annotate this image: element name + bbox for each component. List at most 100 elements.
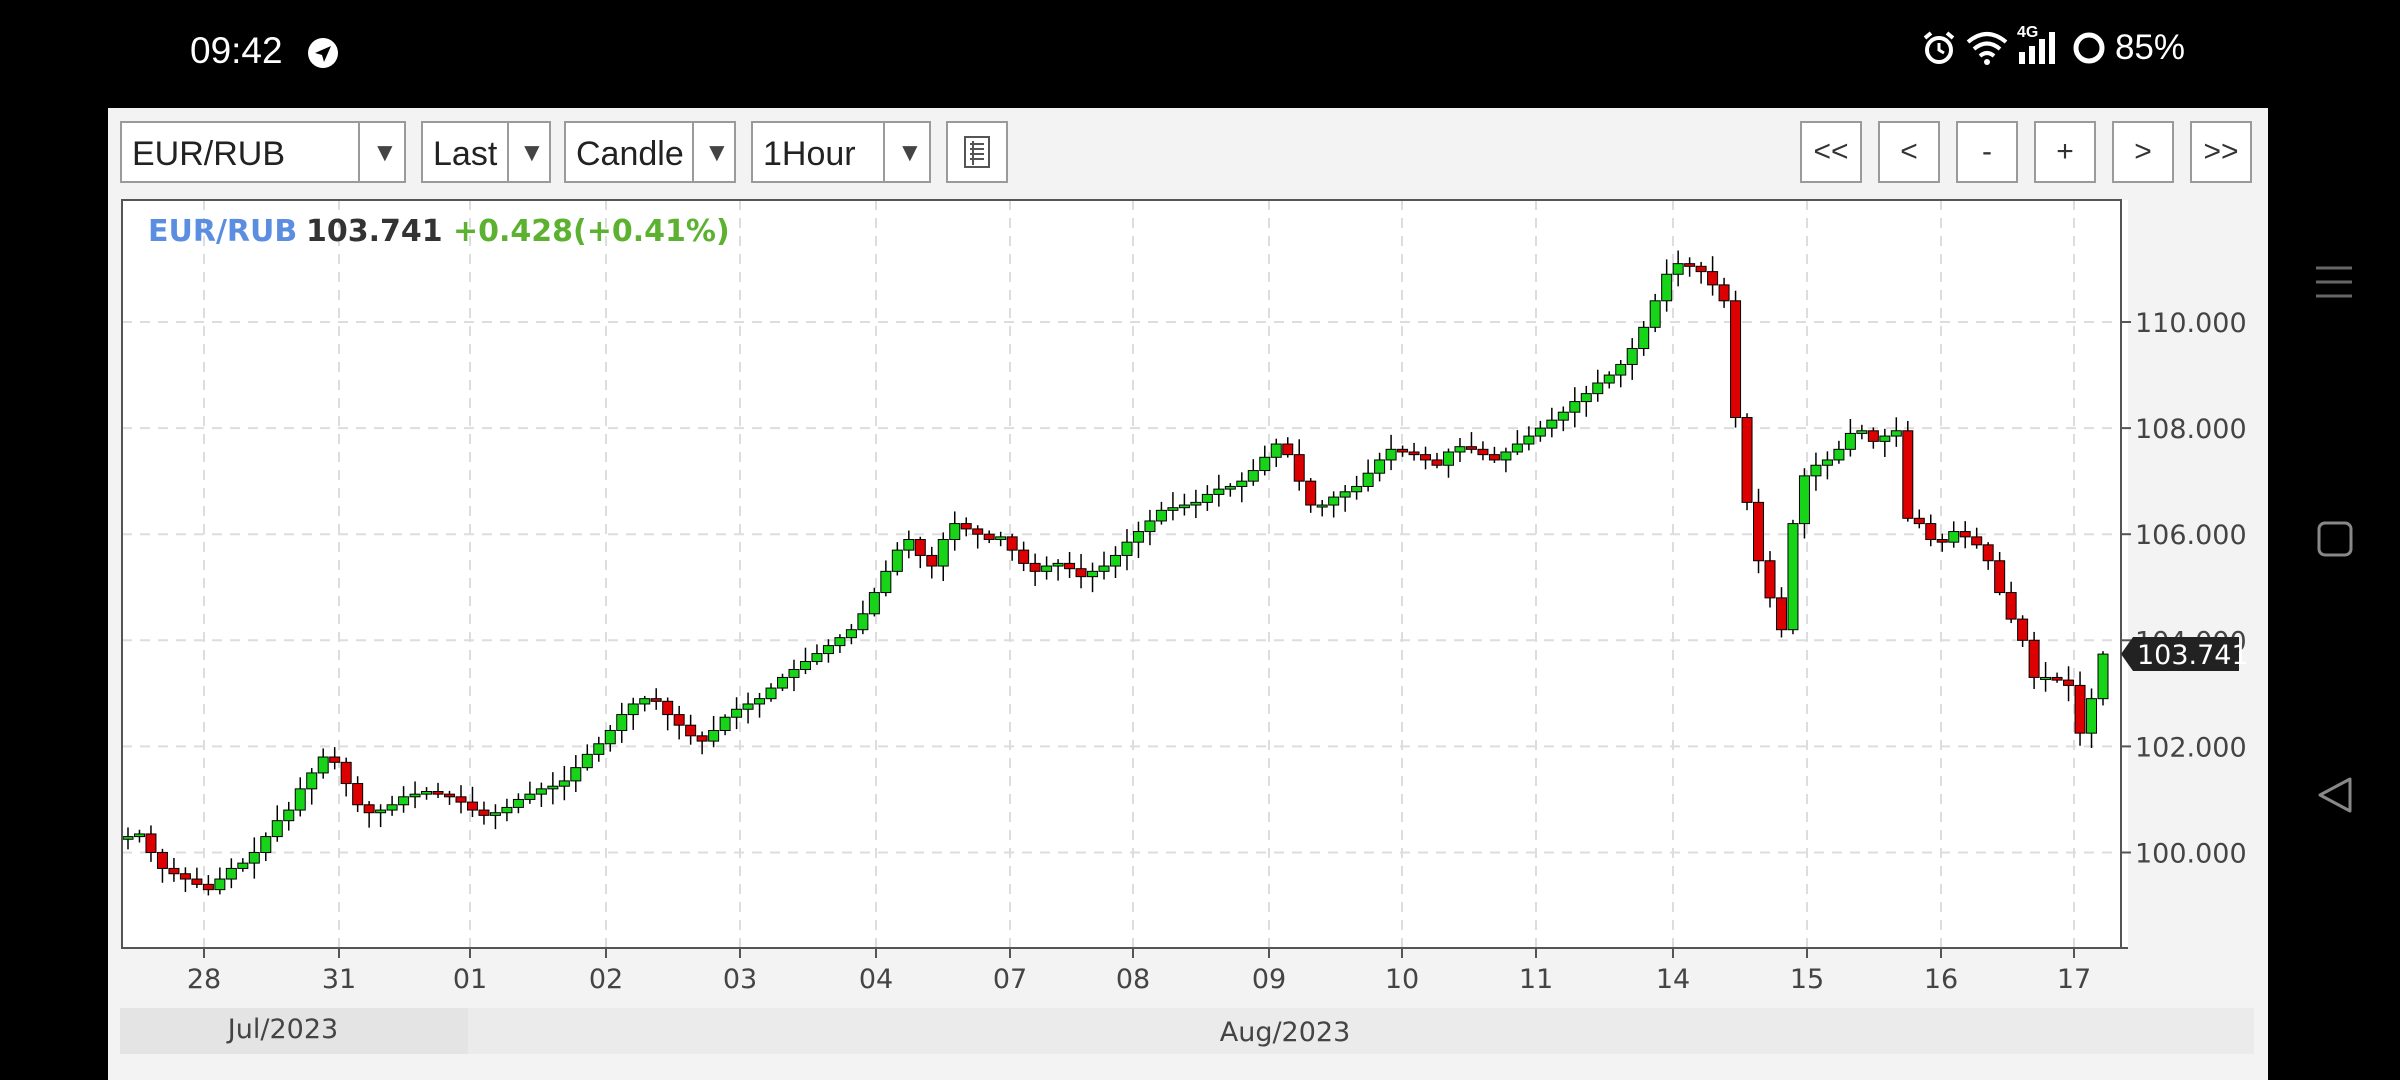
candle-body: [1121, 541, 1133, 556]
candle: [1178, 493, 1190, 516]
candle: [1913, 509, 1925, 529]
candle-body: [891, 549, 903, 572]
candle-body: [662, 700, 674, 716]
candle: [489, 804, 501, 830]
scroll-end-button[interactable]: >>: [2190, 121, 2252, 183]
data-table-button[interactable]: [946, 121, 1008, 183]
candle: [1351, 475, 1363, 500]
candle-body: [421, 791, 433, 795]
candle: [1764, 551, 1776, 608]
menu-icon[interactable]: [2314, 262, 2354, 302]
candle-body: [1328, 496, 1340, 506]
candle-body: [1546, 419, 1558, 429]
candle-body: [1821, 459, 1833, 466]
period-label-aug: Aug/2023: [1220, 1017, 1351, 1048]
price-type-select[interactable]: Last ▼: [421, 121, 551, 183]
candle: [903, 530, 915, 559]
candle: [191, 867, 203, 889]
candle: [2097, 651, 2109, 706]
candle: [1213, 474, 1225, 507]
candle-body: [306, 772, 318, 790]
candle: [1753, 488, 1765, 574]
alarm-icon: [1923, 31, 1955, 64]
candle-body: [466, 801, 478, 811]
chart-style-select[interactable]: Candle ▼: [564, 121, 736, 183]
candle: [1592, 369, 1604, 402]
symbol-select[interactable]: EUR/RUB ▼: [120, 121, 406, 183]
home-icon[interactable]: [2316, 520, 2354, 558]
candle-body: [1132, 531, 1144, 543]
header-change: +0.428(+0.41%): [453, 214, 730, 249]
candle: [2028, 631, 2040, 689]
candle: [340, 757, 352, 797]
candle-body: [1454, 446, 1466, 453]
candle-body: [1775, 597, 1787, 631]
candle: [1442, 448, 1454, 478]
candle-body: [489, 812, 501, 816]
candle: [822, 639, 834, 663]
back-icon[interactable]: [2316, 776, 2354, 814]
candle-body: [1753, 501, 1765, 562]
candle: [1603, 371, 1615, 389]
candle-body: [1741, 417, 1753, 503]
interval-select[interactable]: 1Hour ▼: [751, 121, 931, 183]
candle: [1247, 459, 1259, 486]
price-chart[interactable]: 100.000102.000104.000106.000108.000110.0…: [108, 108, 2268, 1080]
candle: [754, 692, 766, 718]
candle-body: [1948, 531, 1960, 543]
candle-body: [1144, 520, 1156, 533]
scroll-right-button[interactable]: >: [2112, 121, 2174, 183]
candle-body: [2051, 676, 2063, 681]
zoom-out-button[interactable]: -: [1956, 121, 2018, 183]
candle-body: [2063, 679, 2075, 686]
candle-body: [2086, 698, 2098, 734]
candle-body: [857, 613, 869, 631]
candle: [409, 781, 421, 809]
candle: [352, 776, 364, 813]
candle: [260, 832, 272, 862]
candle-body: [1603, 374, 1615, 384]
candle-body: [995, 536, 1007, 541]
candle-body: [1339, 491, 1351, 498]
candle: [1580, 385, 1592, 417]
candle-body: [2097, 653, 2109, 700]
candle: [1488, 446, 1500, 464]
candle-body: [914, 539, 926, 556]
zoom-in-button[interactable]: +: [2034, 121, 2096, 183]
scroll-start-button[interactable]: <<: [1800, 121, 1862, 183]
dropdown-arrow-icon: ▼: [692, 123, 734, 181]
candle: [1879, 428, 1891, 457]
candle-body: [1936, 539, 1948, 543]
candle-body: [329, 756, 341, 763]
candle: [1110, 546, 1121, 579]
candle-body: [868, 592, 880, 615]
candle: [616, 702, 628, 743]
x-tick-label: 11: [1519, 964, 1553, 995]
candle-body: [788, 668, 800, 678]
interval-value: 1Hour: [763, 135, 856, 173]
candle: [1695, 261, 1707, 284]
candle-body: [777, 676, 789, 689]
candle-body: [1615, 363, 1627, 376]
candle-body: [1661, 273, 1673, 302]
candle: [1798, 468, 1810, 539]
candle-body: [593, 743, 605, 755]
candle: [421, 787, 433, 800]
candle: [306, 768, 318, 805]
candle-body: [202, 883, 214, 891]
candle-body: [1282, 443, 1294, 456]
candle-body: [478, 809, 490, 816]
scroll-left-button[interactable]: <: [1878, 121, 1940, 183]
candle-body: [937, 539, 949, 567]
last-price-marker: 103.741: [2121, 637, 2249, 672]
candle-body: [604, 729, 616, 745]
battery-ring-icon: [2073, 32, 2105, 64]
candle: [237, 858, 249, 872]
candle-body: [1247, 470, 1259, 482]
candle-body: [375, 809, 387, 814]
candle-body: [2017, 618, 2029, 641]
candle: [145, 825, 157, 862]
candle-body: [1764, 560, 1776, 599]
candle: [1511, 430, 1523, 456]
battery-level: 85%: [2114, 28, 2185, 67]
